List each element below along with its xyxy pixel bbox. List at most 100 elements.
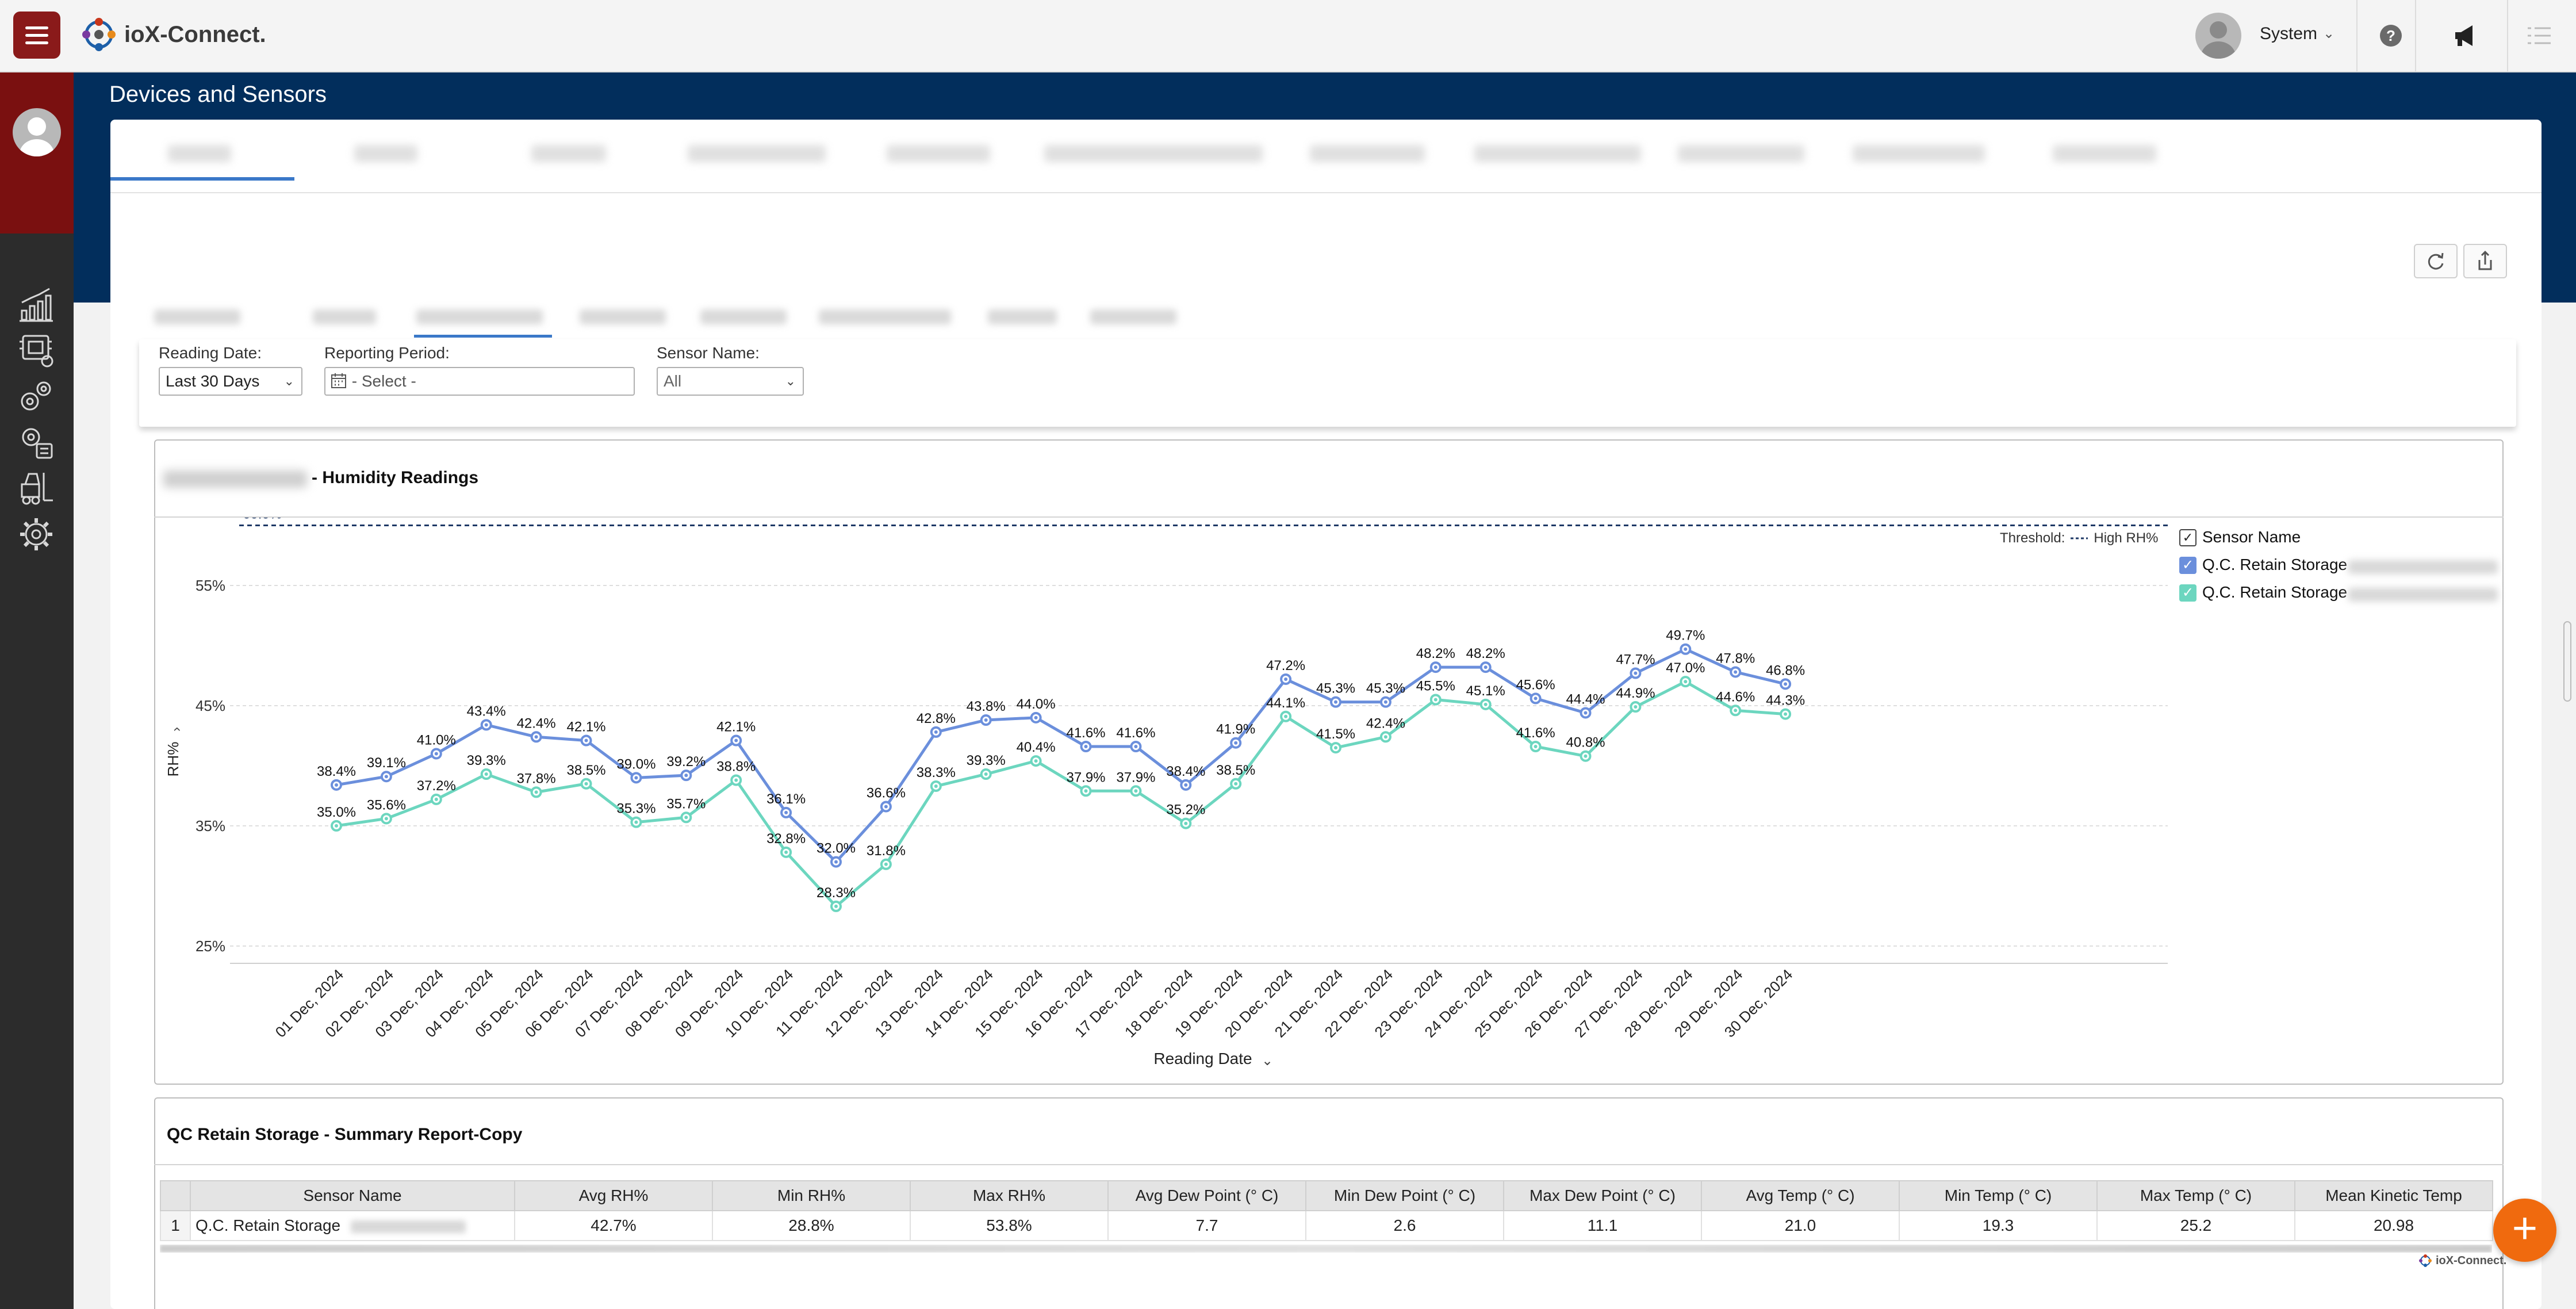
settings-gears-icon[interactable] xyxy=(17,377,55,415)
sensor-name-select[interactable]: All ⌄ xyxy=(657,367,804,396)
user-name[interactable]: System xyxy=(2260,24,2318,43)
data-label: 39.3% xyxy=(967,753,1006,768)
data-label: 40.4% xyxy=(1017,740,1056,755)
checkbox-icon[interactable]: ✓ xyxy=(2179,584,2196,602)
configuration-icon[interactable] xyxy=(17,423,55,461)
data-label: 38.8% xyxy=(716,759,756,774)
column-header[interactable]: Avg Temp (° C) xyxy=(1701,1180,1900,1211)
legend-item-series-1[interactable]: ✓ Q.C. Retain Storage xyxy=(2179,553,2498,581)
data-point-center xyxy=(534,735,538,739)
legend-header[interactable]: ✓ Sensor Name xyxy=(2179,526,2347,553)
data-label: 47.7% xyxy=(1616,652,1655,668)
data-point-center xyxy=(484,772,488,776)
data-label: 38.3% xyxy=(917,765,956,780)
data-label: 37.2% xyxy=(417,778,456,794)
tab-redacted[interactable] xyxy=(1310,145,1425,162)
subtab-redacted[interactable] xyxy=(988,309,1057,324)
data-label: 41.5% xyxy=(1316,726,1355,742)
analytics-chart-icon[interactable] xyxy=(17,285,55,323)
export-button[interactable] xyxy=(2463,244,2507,278)
tab-redacted[interactable] xyxy=(688,145,826,162)
table-cell: 2.6 xyxy=(1305,1210,1504,1241)
column-header[interactable]: Mean Kinetic Temp xyxy=(2294,1180,2493,1211)
data-point-center xyxy=(1134,789,1138,793)
data-point-center xyxy=(1534,744,1538,748)
chevron-right-icon[interactable]: › xyxy=(168,727,184,732)
tab-redacted[interactable] xyxy=(531,145,606,162)
y-tick-label: 25% xyxy=(195,937,225,955)
data-point-center xyxy=(734,778,738,782)
hamburger-menu-button[interactable] xyxy=(13,12,60,59)
data-point-center xyxy=(1334,700,1337,704)
refresh-button[interactable] xyxy=(2414,244,2458,278)
tab-redacted[interactable] xyxy=(1678,145,1804,162)
sidebar-avatar[interactable] xyxy=(13,108,61,156)
add-floating-button[interactable]: + xyxy=(2493,1199,2556,1262)
forklift-icon[interactable] xyxy=(17,469,55,507)
column-header[interactable]: Sensor Name xyxy=(190,1180,515,1211)
tab-redacted[interactable] xyxy=(1853,145,1985,162)
column-header[interactable]: Avg RH% xyxy=(514,1180,713,1211)
scrollbar-handle[interactable] xyxy=(2563,621,2571,702)
device-chip-icon[interactable] xyxy=(17,331,55,369)
data-point-center xyxy=(484,723,488,727)
subtab-redacted[interactable] xyxy=(700,309,787,324)
data-point-center xyxy=(634,776,638,780)
checkbox-icon[interactable]: ✓ xyxy=(2179,529,2196,546)
data-label: 47.8% xyxy=(1716,650,1755,666)
column-header[interactable]: Max RH% xyxy=(910,1180,1109,1211)
app-logo[interactable]: ioX-Connect. xyxy=(80,16,266,53)
sub-tab-bar xyxy=(140,293,2527,339)
tab-redacted[interactable] xyxy=(1474,145,1641,162)
table-cell: 20.98 xyxy=(2294,1210,2493,1241)
tab-redacted[interactable] xyxy=(354,145,417,162)
column-header[interactable]: Min Temp (° C) xyxy=(1899,1180,2098,1211)
tab-redacted[interactable] xyxy=(1044,145,1263,162)
megaphone-icon[interactable] xyxy=(2453,23,2479,51)
redacted-sensor-id xyxy=(2348,588,2498,602)
chevron-down-icon[interactable]: ⌄ xyxy=(1262,1053,1273,1069)
data-point-center xyxy=(1034,759,1038,763)
column-header[interactable]: Min Dew Point (° C) xyxy=(1305,1180,1504,1211)
subtab-redacted[interactable] xyxy=(1090,309,1176,324)
legend-item-series-2[interactable]: ✓ Q.C. Retain Storage xyxy=(2179,581,2498,608)
data-point-center xyxy=(1584,711,1588,715)
subtab-redacted[interactable] xyxy=(154,309,240,324)
data-point-center xyxy=(1784,712,1788,716)
tab-redacted[interactable] xyxy=(887,145,990,162)
subtab-redacted[interactable] xyxy=(580,309,666,324)
data-label: 31.8% xyxy=(867,843,906,859)
reading-date-select[interactable]: Last 30 Days ⌄ xyxy=(159,367,302,396)
data-label: 35.3% xyxy=(616,801,656,817)
data-point-center xyxy=(534,790,538,794)
subtab-redacted[interactable] xyxy=(416,309,543,324)
active-subtab-indicator xyxy=(414,335,552,338)
user-avatar[interactable] xyxy=(2195,13,2241,59)
column-header[interactable]: Min RH% xyxy=(712,1180,911,1211)
column-header[interactable]: Max Dew Point (° C) xyxy=(1503,1180,1702,1211)
series-1: 38.4% 39.1% 41.0% 43.4% 42.4% 42.1% 39.0% 39.2%… xyxy=(317,628,1805,868)
column-header[interactable]: Avg Dew Point (° C) xyxy=(1107,1180,1306,1211)
checkbox-icon[interactable]: ✓ xyxy=(2179,557,2196,574)
table-header-row: Sensor Name Avg RH% Min RH% Max RH% Avg … xyxy=(160,1180,2493,1211)
list-menu-icon[interactable] xyxy=(2527,25,2552,49)
footer-logo: ioX-Connect. xyxy=(2418,1254,2506,1268)
table-cell: 7.7 xyxy=(1107,1210,1306,1241)
table-row[interactable]: 1 Q.C. Retain Storage 42.7% 28.8% 53.8% … xyxy=(160,1210,2493,1241)
chevron-down-icon[interactable]: ⌄ xyxy=(2323,26,2335,41)
subtab-redacted[interactable] xyxy=(313,309,376,324)
column-header[interactable]: Max Temp (° C) xyxy=(2096,1180,2295,1211)
data-label: 36.6% xyxy=(867,785,906,801)
data-point-center xyxy=(834,860,838,864)
tab-redacted[interactable] xyxy=(168,145,231,162)
gear-icon[interactable] xyxy=(17,515,55,553)
reporting-period-input[interactable]: - Select - xyxy=(324,367,635,396)
subtab-redacted[interactable] xyxy=(819,309,951,324)
chevron-down-icon: ⌄ xyxy=(785,374,796,388)
help-icon[interactable]: ? xyxy=(2378,23,2404,51)
data-label: 39.1% xyxy=(367,755,406,771)
svg-text:?: ? xyxy=(2386,27,2395,44)
chevron-down-icon: ⌄ xyxy=(283,374,294,388)
tab-redacted[interactable] xyxy=(2053,145,2156,162)
data-point-center xyxy=(784,810,788,814)
